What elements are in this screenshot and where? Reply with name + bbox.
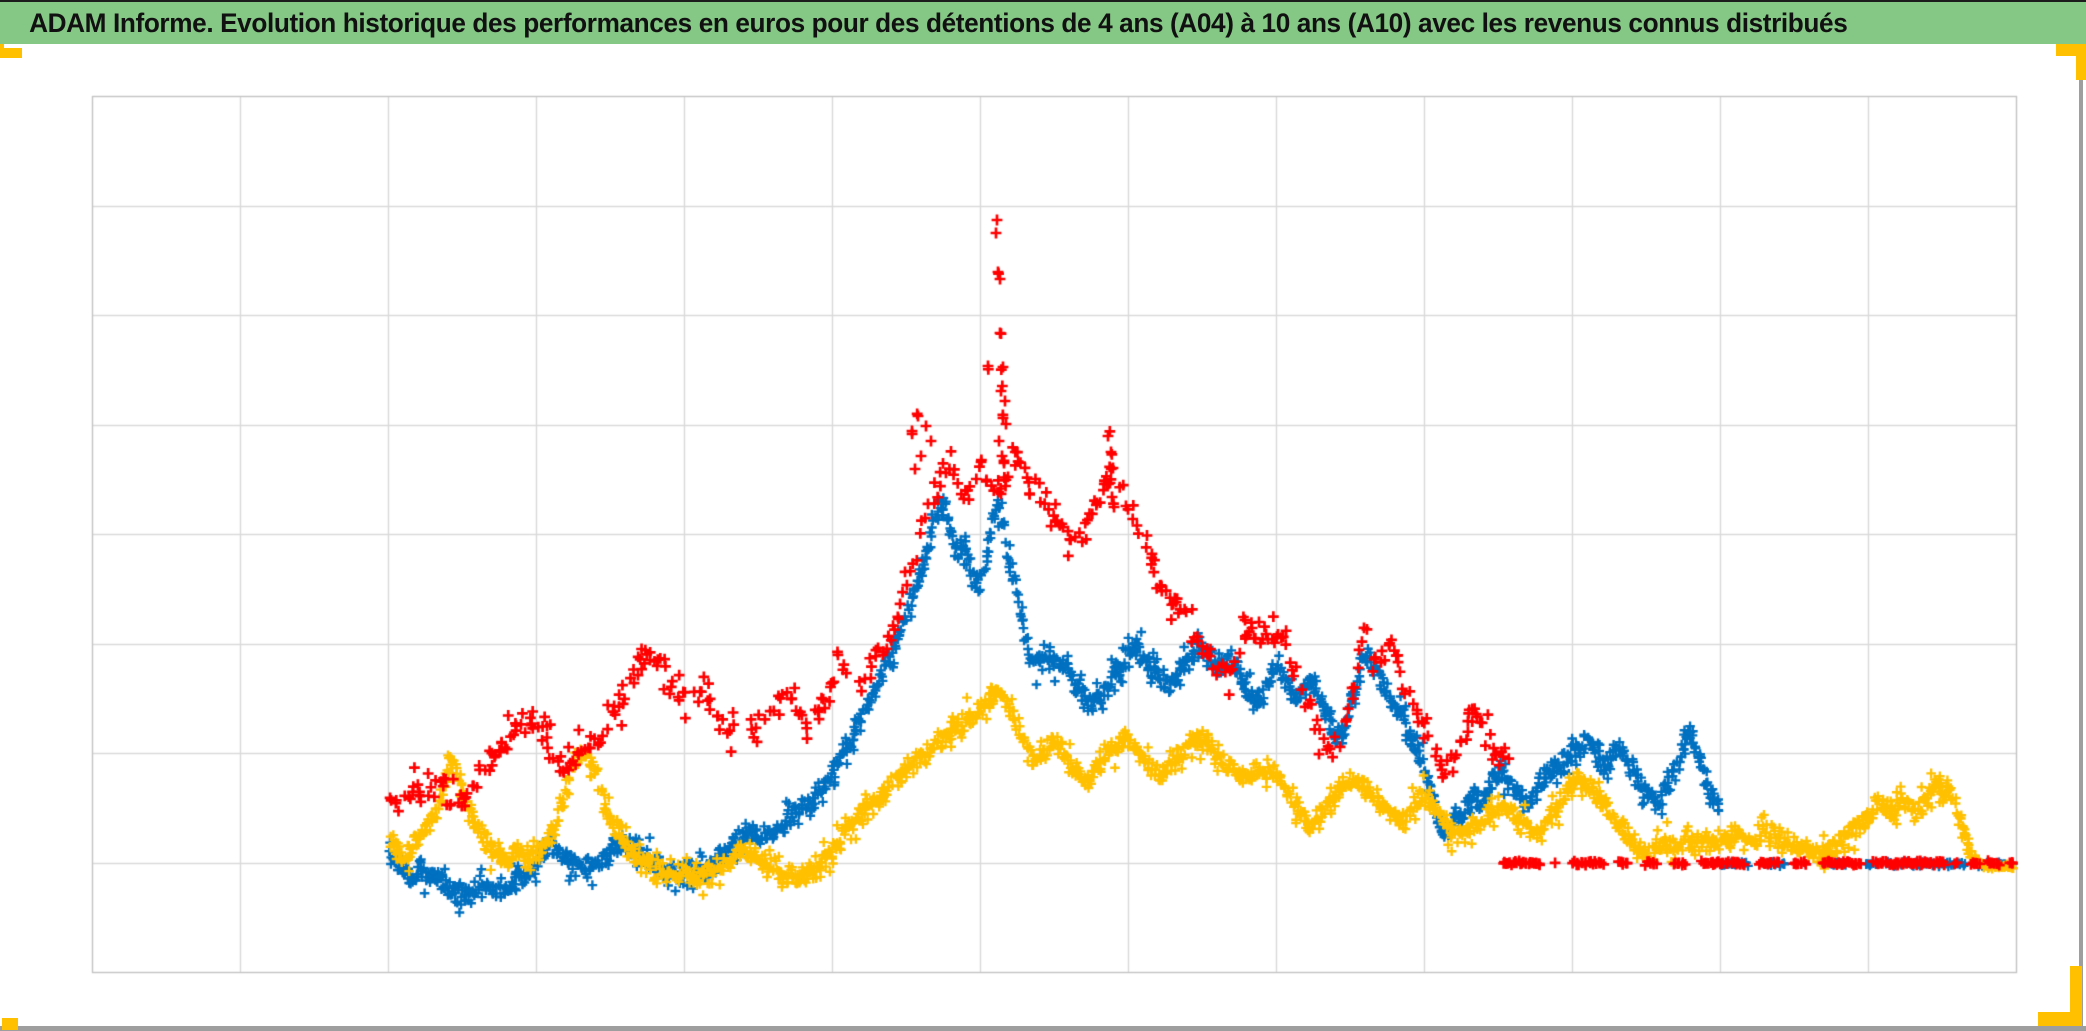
corner-accent-top-left-horizontal [0, 48, 22, 58]
corner-accent-bottom-right-horizontal [2038, 1012, 2082, 1026]
window-top-edge [0, 0, 2086, 2]
performance-scatter-plot [0, 44, 2086, 1031]
chart-area [0, 44, 2086, 1031]
report-title-text: ADAM Informe. Evolution historique des p… [29, 7, 1848, 38]
page-bottom-border [0, 1026, 2086, 1031]
corner-accent-top-right-vertical [2076, 44, 2086, 80]
report-title-bar: ADAM Informe. Evolution historique des p… [0, 2, 2086, 44]
corner-accent-bottom-right-vertical [2070, 966, 2082, 1026]
corner-accent-bottom-left [2, 1018, 18, 1030]
page-right-border [2079, 44, 2083, 1031]
